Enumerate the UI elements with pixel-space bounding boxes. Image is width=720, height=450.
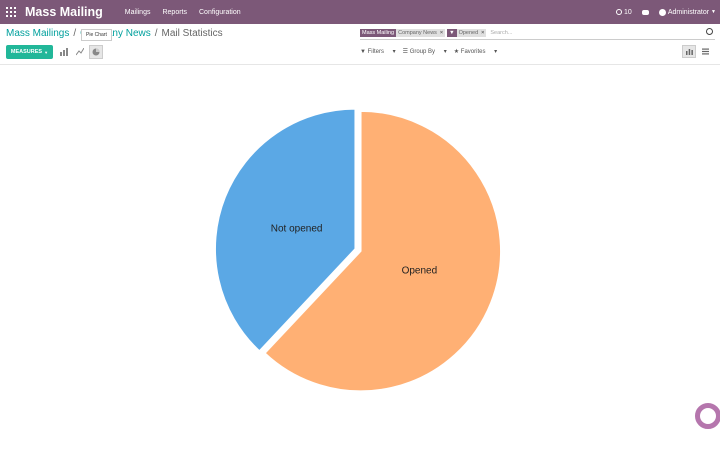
messaging-button[interactable]	[641, 9, 649, 15]
measures-button[interactable]: MEASURES ▼	[6, 45, 53, 59]
favorites-dropdown[interactable]: ★ Favorites ▾	[453, 49, 498, 55]
line-chart-icon	[76, 48, 84, 56]
list-view-button[interactable]	[698, 45, 712, 58]
breadcrumb: Mass Mailings / Company News / Mail Stat…	[6, 28, 223, 39]
facet-opened-value: Opened	[458, 30, 479, 36]
pie-slice-opened[interactable]	[263, 110, 502, 392]
breadcrumb-company-news[interactable]: Company News	[80, 28, 151, 39]
facet-opened: Opened ×	[456, 29, 487, 37]
breadcrumb-separator: /	[73, 28, 77, 39]
breadcrumb-current: Mail Statistics	[161, 28, 223, 39]
search-bar: Mass Mailing Company News × ▼ Opened × S…	[360, 27, 715, 40]
chat-icon	[641, 9, 649, 15]
menu-mailings[interactable]: Mailings	[124, 8, 151, 16]
caret-down-icon: ▼	[711, 9, 716, 15]
bar-chart-button[interactable]	[57, 45, 71, 59]
search-input[interactable]: Search...	[490, 30, 513, 36]
facet-mass-mailing: Company News ×	[396, 29, 446, 37]
filters-dropdown[interactable]: ▼ Filters ▾	[360, 49, 396, 55]
menu-reports[interactable]: Reports	[162, 8, 187, 16]
line-chart-button[interactable]	[73, 45, 87, 59]
search-icon[interactable]	[706, 28, 713, 35]
remove-facet-icon[interactable]: ×	[439, 30, 444, 36]
measures-label: MEASURES	[10, 49, 43, 55]
user-avatar-icon	[658, 8, 666, 16]
filter-icon: ▼	[447, 29, 457, 37]
groupby-label: Group By	[409, 49, 436, 55]
graph-view-button[interactable]	[682, 45, 696, 58]
list-view-icon	[701, 48, 709, 55]
pie-slice-not-opened[interactable]	[214, 108, 356, 353]
clock-icon	[616, 9, 623, 15]
search-options: ▼ Filters ▾ ☰ Group By ▾ ★ Favorites ▾	[360, 48, 504, 55]
pie-label-opened: Opened	[401, 265, 438, 277]
apps-menu-icon[interactable]	[6, 7, 16, 17]
activity-count: 10	[624, 8, 632, 16]
breadcrumb-mass-mailings[interactable]: Mass Mailings	[6, 28, 70, 39]
control-panel-divider	[0, 64, 720, 65]
breadcrumb-separator: /	[154, 28, 158, 39]
menu-configuration[interactable]: Configuration	[199, 8, 241, 16]
bar-chart-icon	[60, 48, 68, 56]
filters-label: Filters	[367, 49, 384, 55]
facet-mass-mailing-value: Company News	[398, 30, 437, 36]
facet-mass-mailing-label: Mass Mailing	[360, 29, 397, 37]
help-widget-icon[interactable]	[695, 403, 720, 429]
remove-facet-icon[interactable]: ×	[481, 30, 485, 36]
user-name: Administrator	[667, 8, 710, 16]
app-title[interactable]: Mass Mailing	[25, 5, 103, 19]
activity-button[interactable]: 10	[616, 9, 632, 16]
caret-down-icon: ▼	[44, 49, 49, 55]
favorites-label: Favorites	[460, 49, 486, 55]
pie-label-not-opened: Not opened	[270, 223, 323, 235]
pie-chart-tooltip: Pie Chart	[81, 29, 112, 41]
pie-chart-button[interactable]	[89, 45, 103, 59]
graph-view-icon	[685, 49, 693, 55]
user-menu[interactable]: Administrator ▼	[658, 8, 716, 16]
pie-chart-icon	[92, 48, 100, 56]
top-navbar: Mass Mailing Mailings Reports Configurat…	[0, 0, 720, 24]
groupby-dropdown[interactable]: ☰ Group By ▾	[402, 49, 447, 55]
